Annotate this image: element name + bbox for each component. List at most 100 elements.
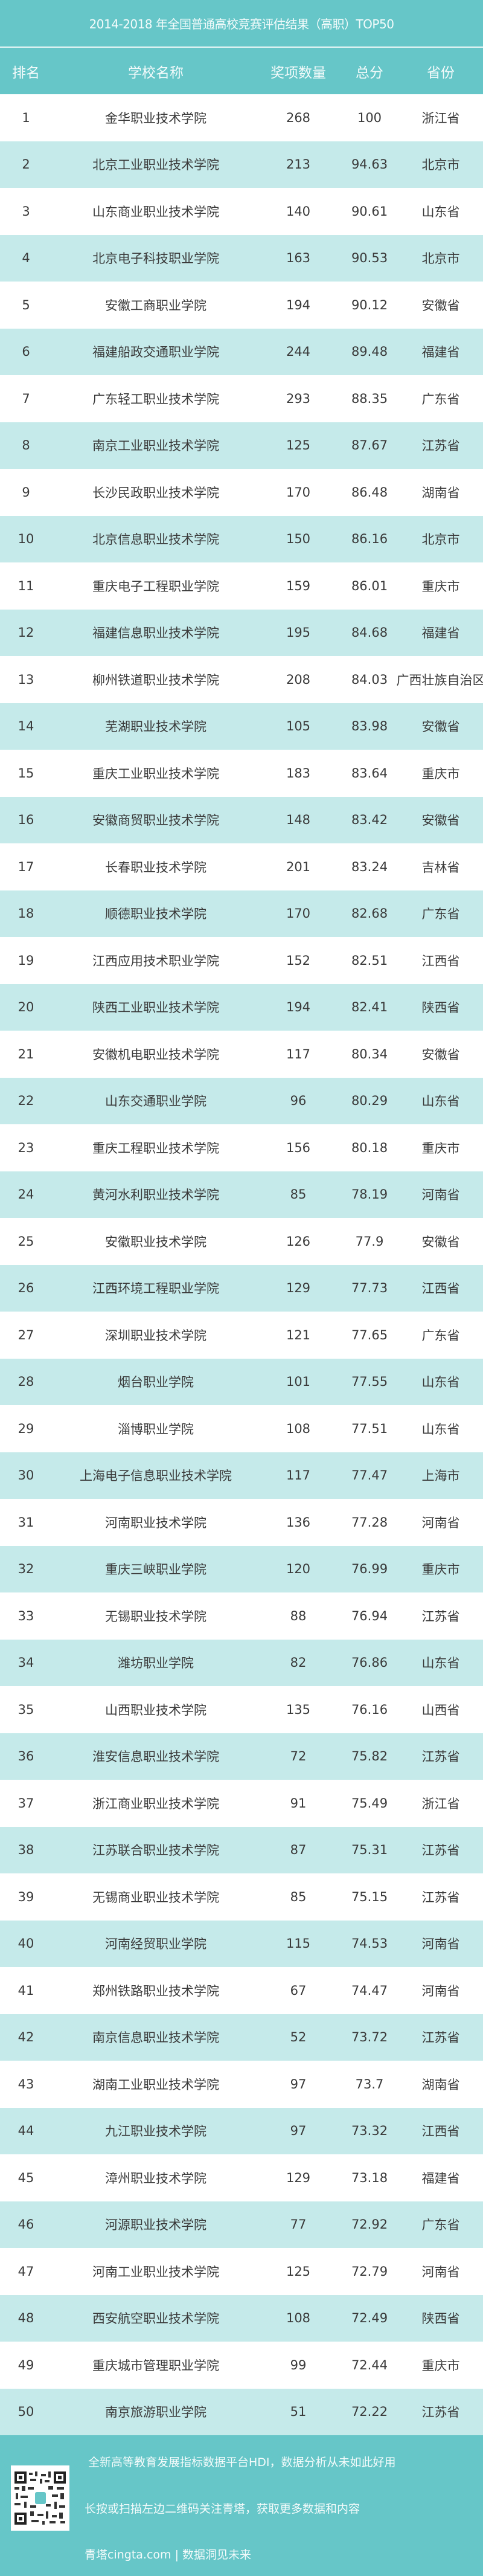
total-score-cell: 88.35 [351, 391, 388, 406]
total-score-cell: 82.68 [351, 906, 388, 921]
awards-count-cell: 201 [286, 859, 311, 874]
total-score-cell: 87.67 [351, 438, 388, 453]
province-cell: 北京市 [421, 158, 460, 173]
school-name-cell: 江西应用技术职业学院 [92, 953, 219, 968]
table-row: 11 重庆电子工程职业学院 159 86.01 重庆市 [0, 562, 483, 610]
total-score-cell: 80.18 [351, 1140, 388, 1155]
school-name-cell: 郑州铁路职业技术学院 [92, 1983, 219, 1998]
school-name-cell: 陕西工业职业技术学院 [92, 1000, 219, 1016]
total-score-cell: 76.86 [351, 1655, 388, 1670]
province-cell: 山东省 [421, 1656, 460, 1671]
awards-count-cell: 121 [286, 1327, 311, 1342]
province-cell: 吉林省 [421, 860, 460, 875]
school-name-cell: 长春职业技术学院 [105, 860, 206, 875]
rank-cell: 16 [18, 813, 34, 828]
rank-cell: 21 [18, 1046, 34, 1061]
rank-cell: 5 [22, 297, 30, 312]
rank-cell: 30 [18, 1468, 34, 1483]
school-name-cell: 西安航空职业技术学院 [92, 2311, 219, 2326]
province-cell: 上海市 [421, 1469, 460, 1484]
province-cell: 山东省 [421, 1375, 460, 1390]
total-score-cell: 77.9 [355, 1234, 384, 1249]
table-row: 16 安徽商贸职业技术学院 148 83.42 安徽省 [0, 796, 483, 843]
footer-line-brand: 青塔cingta.com | 数据洞见未来 [85, 2548, 252, 2562]
awards-count-cell: 120 [286, 1562, 311, 1577]
table-row: 4 北京电子科技职业学院 163 90.53 北京市 [0, 234, 483, 282]
rank-cell: 31 [18, 1515, 34, 1530]
table-row: 18 顺德职业技术学院 170 82.68 广东省 [0, 890, 483, 937]
total-score-cell: 83.98 [351, 719, 388, 734]
table-row: 22 山东交通职业学院 96 80.29 山东省 [0, 1077, 483, 1124]
awards-count-cell: 125 [286, 2264, 311, 2279]
table-row: 45 漳州职业技术学院 129 73.18 福建省 [0, 2154, 483, 2201]
total-score-cell: 72.92 [351, 2217, 388, 2232]
table-row: 20 陕西工业职业技术学院 194 82.41 陕西省 [0, 984, 483, 1031]
qr-code-icon [11, 2465, 69, 2531]
rank-cell: 48 [18, 2311, 34, 2326]
rank-cell: 13 [18, 672, 34, 687]
total-score-cell: 78.19 [351, 1187, 388, 1202]
rank-cell: 4 [22, 251, 30, 266]
total-score-cell: 90.12 [351, 297, 388, 312]
awards-count-cell: 51 [290, 2404, 307, 2420]
province-cell: 安徽省 [421, 720, 460, 735]
total-score-cell: 76.94 [351, 1608, 388, 1623]
table-row: 15 重庆工业职业技术学院 183 83.64 重庆市 [0, 750, 483, 797]
province-cell: 广东省 [421, 907, 460, 922]
footer-line-hdi: 全新高等教育发展指标数据平台HDI，数据分析从未如此好用 [88, 2456, 396, 2469]
total-score-cell: 76.99 [351, 1562, 388, 1577]
header-score: 总分 [356, 65, 383, 81]
province-cell: 福建省 [421, 2171, 460, 2186]
table-header: 排名 学校名称 奖项数量 总分 省份 [0, 48, 483, 94]
school-name-cell: 安徽机电职业技术学院 [92, 1047, 219, 1062]
total-score-cell: 83.64 [351, 765, 388, 781]
province-cell: 浙江省 [421, 111, 460, 126]
total-score-cell: 83.42 [351, 813, 388, 828]
province-cell: 江西省 [421, 1281, 460, 1296]
school-name-cell: 重庆工程职业技术学院 [92, 1141, 219, 1156]
rank-cell: 29 [18, 1421, 34, 1436]
province-cell: 河南省 [421, 2264, 460, 2279]
province-cell: 陕西省 [421, 1000, 460, 1016]
rank-cell: 47 [18, 2264, 34, 2279]
province-cell: 河南省 [421, 1937, 460, 1952]
school-name-cell: 北京电子科技职业学院 [92, 251, 219, 266]
rank-cell: 15 [18, 765, 34, 781]
awards-count-cell: 72 [290, 1749, 307, 1764]
header-rank: 排名 [12, 65, 40, 81]
school-name-cell: 重庆城市管理职业学院 [92, 2358, 219, 2373]
awards-count-cell: 125 [286, 438, 311, 453]
school-name-cell: 芜湖职业技术学院 [105, 720, 206, 735]
total-score-cell: 77.28 [351, 1515, 388, 1530]
province-cell: 山东省 [421, 1094, 460, 1109]
school-name-cell: 浙江商业职业技术学院 [92, 1796, 219, 1811]
table-row: 17 长春职业技术学院 201 83.24 吉林省 [0, 843, 483, 890]
total-score-cell: 84.03 [351, 672, 388, 687]
school-name-cell: 安徽工商职业学院 [105, 298, 206, 313]
rank-cell: 8 [22, 438, 30, 453]
rank-cell: 26 [18, 1281, 34, 1296]
school-name-cell: 黄河水利职业技术学院 [92, 1188, 219, 1203]
table-row: 42 南京信息职业技术学院 52 73.72 江苏省 [0, 2014, 483, 2061]
total-score-cell: 82.41 [351, 1000, 388, 1015]
page-title: 2014-2018 年全国普通高校竞赛评估结果（高职）TOP50 [0, 0, 483, 47]
rank-cell: 42 [18, 2030, 34, 2045]
school-name-cell: 江西环境工程职业学院 [92, 1281, 219, 1296]
rank-cell: 25 [18, 1234, 34, 1249]
rank-cell: 7 [22, 391, 30, 406]
school-name-cell: 无锡职业技术学院 [105, 1609, 206, 1624]
awards-count-cell: 105 [286, 719, 311, 734]
total-score-cell: 84.68 [351, 625, 388, 640]
school-name-cell: 淄博职业学院 [118, 1422, 194, 1437]
school-name-cell: 烟台职业学院 [118, 1375, 194, 1390]
awards-count-cell: 170 [286, 485, 311, 500]
province-cell: 山东省 [421, 204, 460, 219]
table-row: 21 安徽机电职业技术学院 117 80.34 安徽省 [0, 1031, 483, 1078]
table-row: 6 福建船政交通职业学院 244 89.48 福建省 [0, 328, 483, 375]
province-cell: 山西省 [421, 1702, 460, 1718]
awards-count-cell: 96 [290, 1093, 307, 1109]
rank-cell: 46 [18, 2217, 34, 2232]
total-score-cell: 72.79 [351, 2264, 388, 2279]
table-row: 29 淄博职业学院 108 77.51 山东省 [0, 1405, 483, 1452]
table-row: 27 深圳职业技术学院 121 77.65 广东省 [0, 1312, 483, 1359]
